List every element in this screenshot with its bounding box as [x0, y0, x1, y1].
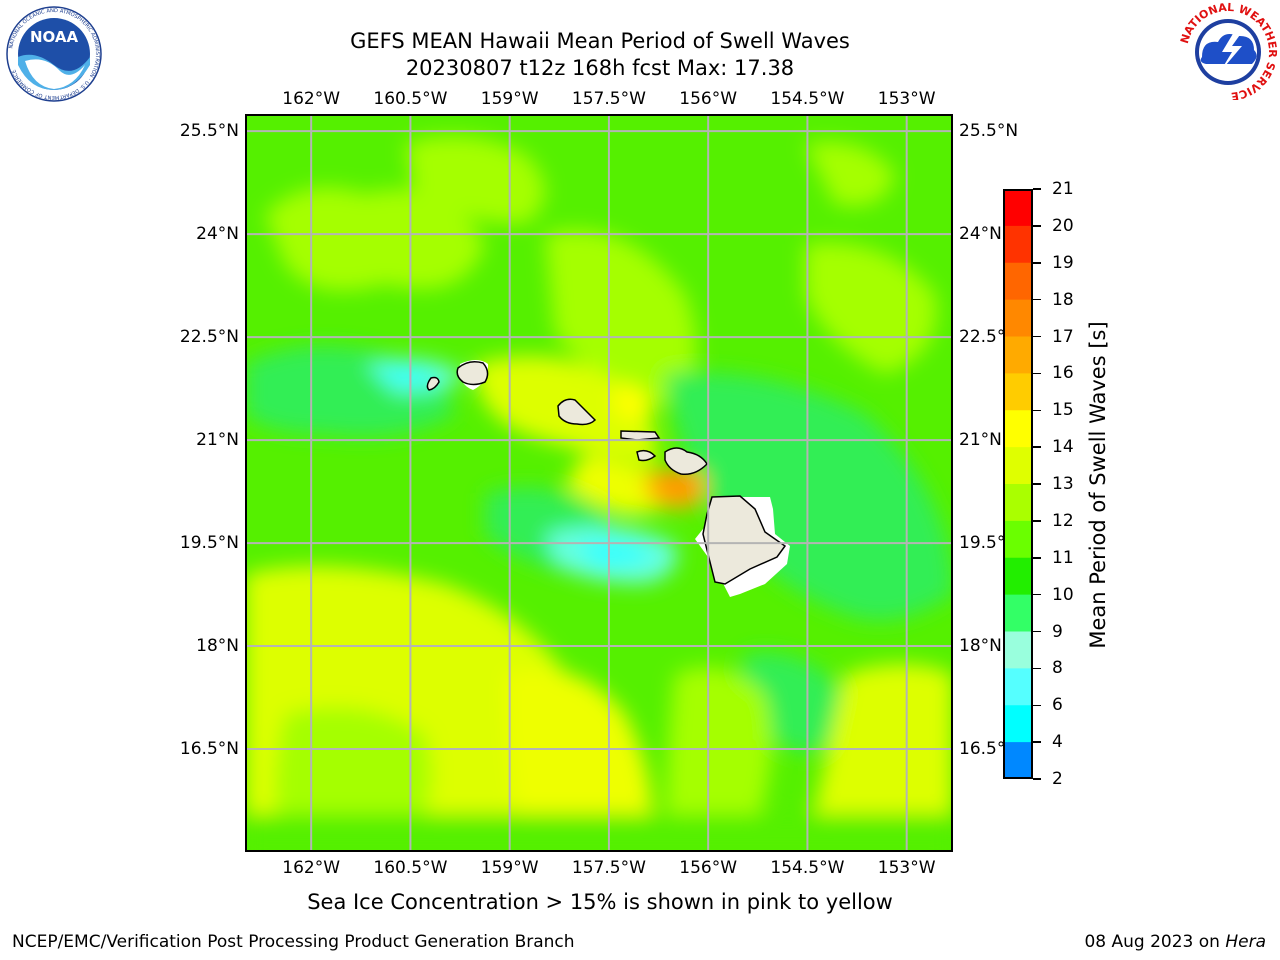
colorbar-tick-mark	[1033, 188, 1041, 190]
lon-label: 162°W	[282, 89, 341, 109]
colorbar-tick-label: 17	[1052, 326, 1074, 347]
colorbar	[1003, 189, 1033, 779]
colorbar-swatch	[1003, 373, 1033, 411]
colorbar-tick-label: 16	[1052, 363, 1074, 384]
lon-label: 156°W	[679, 858, 738, 878]
colorbar-tick-label: 11	[1052, 547, 1074, 568]
lat-label-left: 19.5°N	[179, 533, 239, 554]
colorbar-swatch	[1003, 225, 1033, 264]
colorbar-tick-label: 12	[1052, 510, 1074, 531]
colorbar-swatch	[1003, 262, 1033, 301]
lon-label: 159°W	[480, 89, 539, 109]
lat-label-left: 18°N	[196, 636, 239, 657]
colorbar-tick-mark	[1033, 335, 1041, 338]
island-lanai	[636, 449, 657, 462]
colorbar-tick-mark	[1033, 225, 1041, 227]
colorbar-tick-mark	[1033, 409, 1041, 411]
lon-label: 154.5°W	[770, 858, 845, 878]
colorbar-tick-mark	[1033, 593, 1041, 596]
colorbar-tick-mark	[1033, 778, 1041, 780]
lon-label: 153°W	[877, 858, 936, 878]
footer-branch: NCEP/EMC/Verification Post Processing Pr…	[12, 932, 575, 952]
noaa-logo: NOAA NATIONAL OCEANIC AND ATMOSPHERIC AD…	[6, 6, 102, 102]
lon-label: 162°W	[282, 858, 341, 878]
colorbar-tick-label: 6	[1052, 695, 1063, 716]
lat-label-right: 21°N	[959, 430, 1002, 451]
colorbar-swatch	[1003, 410, 1033, 448]
island-kauai	[456, 361, 489, 386]
swell-period-map	[245, 114, 953, 852]
lat-label-left: 16.5°N	[179, 739, 239, 760]
islands	[426, 361, 787, 585]
colorbar-title: Mean Period of Swell Waves [s]	[1086, 321, 1110, 649]
colorbar-swatch	[1003, 705, 1033, 743]
island-niihau	[426, 376, 440, 391]
colorbar-border	[1003, 189, 1033, 779]
colorbar-tick-mark	[1033, 557, 1041, 559]
colorbar-tick-mark	[1033, 704, 1041, 706]
colorbar-tick-label: 2	[1052, 769, 1063, 789]
colorbar-swatch	[1003, 336, 1033, 374]
lon-label: 157.5°W	[571, 89, 646, 109]
sea-ice-note: Sea Ice Concentration > 15% is shown in …	[307, 890, 893, 914]
colorbar-tick-mark	[1033, 298, 1041, 301]
colorbar-tick-label: 14	[1052, 437, 1074, 458]
colorbar-tick-mark	[1033, 446, 1041, 448]
lat-label-left: 22.5°N	[179, 327, 239, 348]
colorbar-tick-mark	[1033, 741, 1041, 743]
lon-label: 159°W	[480, 858, 539, 878]
colorbar-swatch	[1003, 189, 1033, 227]
colorbar-swatch	[1003, 520, 1033, 559]
colorbar-tick-label: 10	[1052, 584, 1074, 605]
lat-label-right: 18°N	[959, 636, 1002, 657]
lat-label-left: 25.5°N	[179, 121, 239, 142]
colorbar-tick-label: 21	[1052, 179, 1074, 199]
chart-subtitle: 20230807 t12z 168h fcst Max: 17.38	[405, 56, 795, 80]
map-border	[245, 114, 953, 852]
lat-label-right: 24°N	[959, 224, 1002, 245]
island-maui	[664, 447, 708, 476]
colorbar-swatch	[1003, 557, 1033, 596]
island-big-island	[702, 495, 787, 585]
colorbar-swatch	[1003, 594, 1033, 632]
footer-date-text: 08 Aug 2023 on	[1084, 932, 1226, 952]
chart-title: GEFS MEAN Hawaii Mean Period of Swell Wa…	[350, 29, 850, 53]
footer-machine: Hera	[1225, 932, 1266, 952]
colorbar-tick-mark	[1033, 262, 1041, 264]
island-oahu	[557, 398, 597, 426]
lon-label: 154.5°W	[770, 89, 845, 109]
footer-date: 08 Aug 2023 on Hera	[1084, 932, 1266, 952]
lat-label-left: 21°N	[196, 430, 239, 451]
colorbar-tick-mark	[1033, 630, 1041, 633]
colorbar-swatch	[1003, 742, 1033, 779]
colorbar-swatch	[1003, 631, 1033, 669]
lat-label-right: 25.5°N	[959, 121, 1019, 142]
colorbar-tick-label: 19	[1052, 252, 1074, 273]
lon-label: 157.5°W	[571, 858, 646, 878]
colorbar-tick-mark	[1033, 667, 1041, 670]
colorbar-tick-label: 13	[1052, 474, 1074, 494]
colorbar-tick-mark	[1033, 520, 1041, 522]
colorbar-swatch	[1003, 447, 1033, 485]
colorbar-swatch	[1003, 484, 1033, 522]
colorbar-tick-label: 15	[1052, 400, 1074, 421]
lon-label: 160.5°W	[373, 858, 448, 878]
colorbar-tick-label: 9	[1052, 621, 1063, 642]
nws-logo: NATIONAL WEATHER SERVICE	[1178, 2, 1278, 100]
lat-label-left: 24°N	[196, 224, 239, 245]
lon-label: 160.5°W	[373, 89, 448, 109]
colorbar-swatch	[1003, 299, 1033, 337]
colorbar-tick-label: 4	[1052, 732, 1063, 753]
graticule	[245, 114, 953, 852]
noaa-logo-text: NOAA	[30, 28, 79, 46]
colorbar-tick-mark	[1033, 372, 1041, 375]
lon-label: 153°W	[877, 89, 936, 109]
colorbar-swatch	[1003, 668, 1033, 706]
island-molokai	[620, 430, 661, 441]
colorbar-tick-label: 18	[1052, 289, 1074, 310]
colorbar-tick-label: 20	[1052, 215, 1074, 236]
colorbar-tick-mark	[1033, 483, 1041, 485]
lon-label: 156°W	[679, 89, 738, 109]
colorbar-tick-label: 8	[1052, 658, 1063, 679]
